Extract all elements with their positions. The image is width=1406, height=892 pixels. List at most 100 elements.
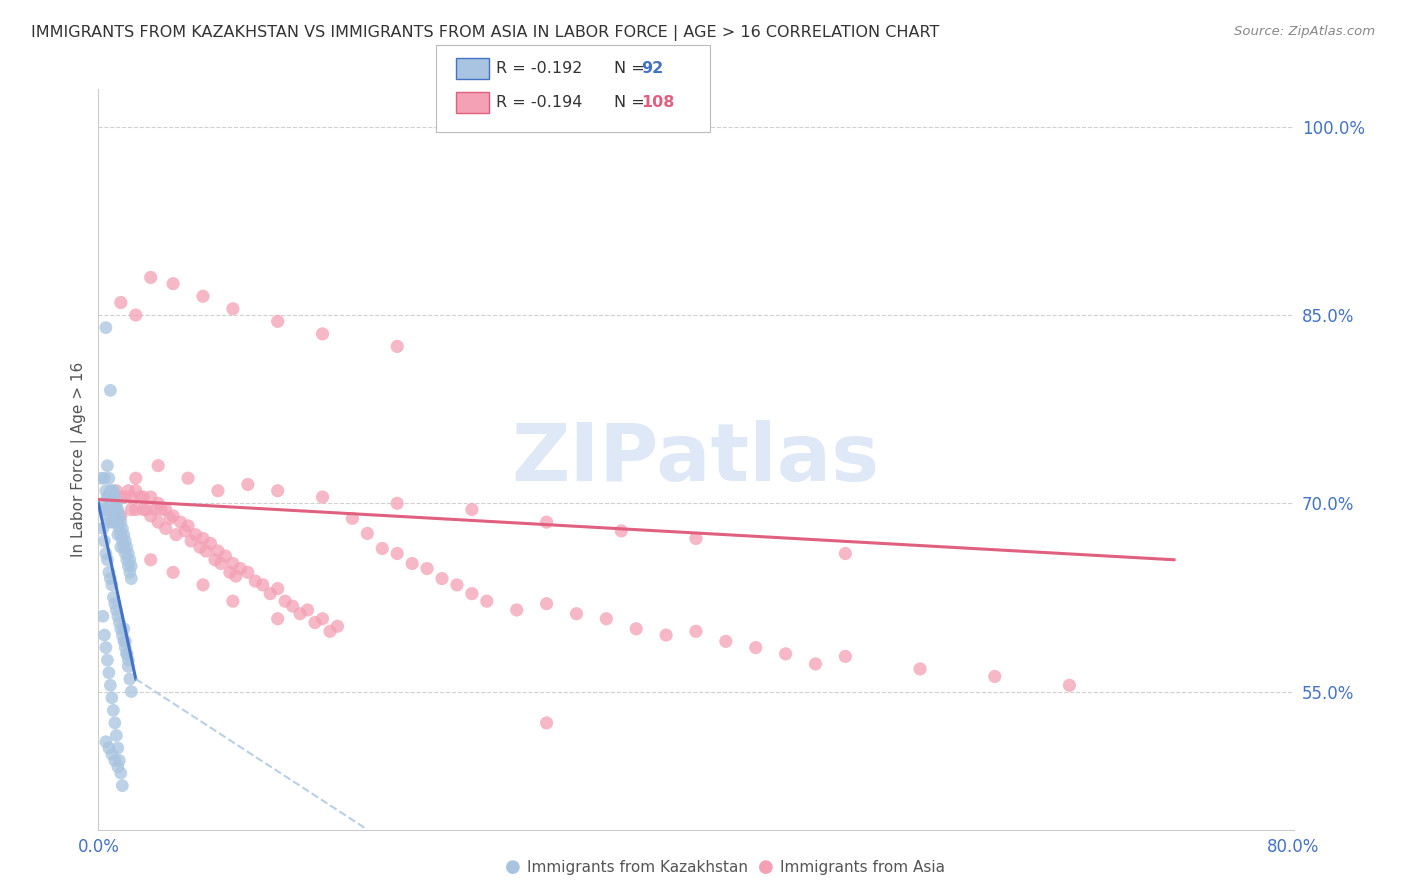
Text: 108: 108 bbox=[641, 95, 675, 110]
Point bbox=[834, 649, 856, 664]
Point bbox=[304, 615, 326, 630]
Point bbox=[110, 515, 132, 529]
Point bbox=[446, 578, 468, 592]
Point bbox=[804, 657, 827, 671]
Point bbox=[110, 295, 132, 310]
Point bbox=[114, 547, 136, 561]
Point bbox=[139, 270, 162, 285]
Point bbox=[118, 672, 141, 686]
Point bbox=[97, 566, 120, 580]
Point bbox=[214, 549, 236, 563]
Point bbox=[105, 483, 128, 498]
Point bbox=[267, 612, 290, 626]
Point bbox=[98, 483, 122, 498]
Point bbox=[105, 502, 128, 516]
Point bbox=[155, 521, 177, 535]
Point bbox=[685, 624, 707, 639]
Point bbox=[101, 502, 124, 516]
Point bbox=[107, 502, 129, 516]
Point bbox=[236, 477, 259, 491]
Point bbox=[101, 483, 124, 498]
Point bbox=[108, 754, 131, 768]
Point bbox=[115, 647, 138, 661]
Point bbox=[93, 471, 115, 485]
Point bbox=[125, 483, 148, 498]
Point bbox=[97, 741, 120, 756]
Point bbox=[120, 684, 142, 698]
Point bbox=[162, 508, 184, 523]
Point bbox=[96, 458, 118, 473]
Point bbox=[139, 508, 162, 523]
Point bbox=[110, 508, 132, 523]
Point bbox=[259, 587, 281, 601]
Text: IMMIGRANTS FROM KAZAKHSTAN VS IMMIGRANTS FROM ASIA IN LABOR FORCE | AGE > 16 COR: IMMIGRANTS FROM KAZAKHSTAN VS IMMIGRANTS… bbox=[31, 25, 939, 41]
Point bbox=[908, 662, 931, 676]
Point bbox=[101, 515, 124, 529]
Point bbox=[129, 490, 152, 504]
Point bbox=[191, 289, 214, 303]
Point bbox=[281, 599, 304, 614]
Point bbox=[90, 471, 112, 485]
Point bbox=[103, 591, 125, 605]
Point bbox=[101, 747, 124, 762]
Point bbox=[385, 496, 409, 510]
Point bbox=[834, 547, 856, 561]
Point bbox=[371, 541, 394, 556]
Point bbox=[565, 607, 588, 621]
Point bbox=[267, 314, 290, 328]
Point bbox=[117, 653, 139, 667]
Point bbox=[177, 471, 200, 485]
Point bbox=[174, 524, 197, 538]
Point bbox=[685, 532, 707, 546]
Point bbox=[107, 515, 129, 529]
Point bbox=[104, 508, 127, 523]
Point bbox=[461, 587, 484, 601]
Point bbox=[159, 511, 181, 525]
Point bbox=[120, 502, 142, 516]
Y-axis label: In Labor Force | Age > 16: In Labor Force | Age > 16 bbox=[72, 362, 87, 557]
Point bbox=[191, 578, 214, 592]
Point bbox=[132, 502, 155, 516]
Point bbox=[132, 490, 155, 504]
Point bbox=[105, 728, 128, 742]
Point bbox=[200, 536, 222, 550]
Point bbox=[120, 559, 142, 574]
Point bbox=[120, 490, 142, 504]
Point bbox=[104, 715, 127, 730]
Point bbox=[311, 612, 333, 626]
Point bbox=[114, 490, 136, 504]
Point bbox=[91, 496, 114, 510]
Point bbox=[165, 527, 187, 541]
Text: R = -0.192: R = -0.192 bbox=[496, 62, 582, 76]
Point bbox=[148, 515, 170, 529]
Point bbox=[595, 612, 617, 626]
Point bbox=[311, 326, 333, 341]
Point bbox=[475, 594, 498, 608]
Point bbox=[96, 490, 118, 504]
Point bbox=[125, 308, 148, 322]
Point bbox=[626, 622, 648, 636]
Point bbox=[115, 553, 138, 567]
Point bbox=[105, 603, 128, 617]
Point bbox=[984, 669, 1007, 683]
Point bbox=[148, 458, 170, 473]
Point bbox=[98, 678, 122, 692]
Point bbox=[111, 533, 134, 548]
Point bbox=[274, 594, 297, 608]
Point bbox=[115, 540, 138, 554]
Point bbox=[120, 572, 142, 586]
Point bbox=[107, 760, 129, 774]
Point bbox=[96, 508, 118, 523]
Point bbox=[112, 622, 135, 636]
Point bbox=[103, 502, 125, 516]
Point bbox=[191, 532, 214, 546]
Point bbox=[114, 634, 136, 648]
Point bbox=[103, 703, 125, 717]
Point bbox=[108, 615, 131, 630]
Point bbox=[112, 527, 135, 541]
Point bbox=[107, 741, 129, 756]
Point bbox=[110, 766, 132, 780]
Point bbox=[118, 553, 141, 567]
Point bbox=[93, 502, 115, 516]
Point bbox=[97, 471, 120, 485]
